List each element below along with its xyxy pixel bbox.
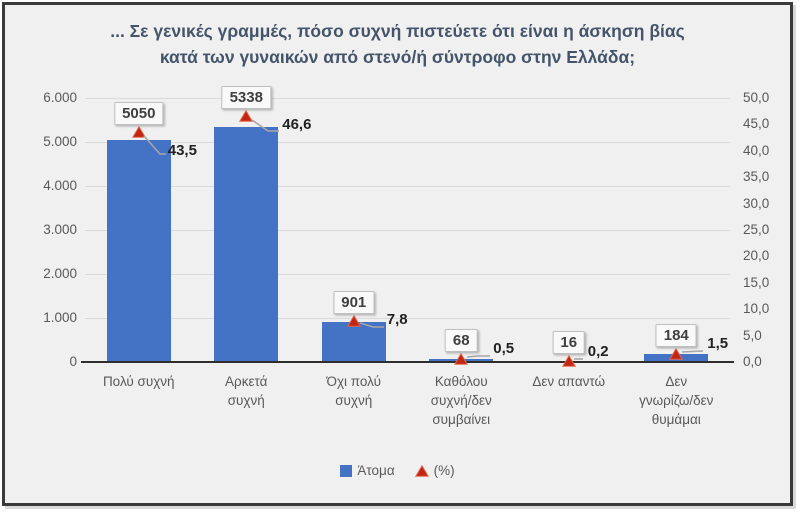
gridline bbox=[85, 230, 730, 231]
pct-marker-icon bbox=[346, 314, 361, 327]
chart-title-line1: ... Σε γενικές γραμμές, πόσο συχνή πιστε… bbox=[110, 21, 685, 41]
pct-value-label: 1,5 bbox=[707, 335, 729, 353]
category-label: Αρκετά συχνή bbox=[225, 374, 268, 408]
triangle-marker-icon bbox=[414, 464, 429, 477]
bar-value-label: 16 bbox=[552, 330, 586, 354]
legend-item-atoma: Άτομα bbox=[340, 463, 395, 478]
legend-label-atoma: Άτομα bbox=[357, 463, 395, 478]
bar-value-label: 5050 bbox=[114, 102, 164, 126]
pct-axis-tick-label: 45,0 bbox=[743, 116, 770, 132]
legend: Άτομα (%) bbox=[5, 463, 790, 478]
gridline bbox=[85, 274, 730, 275]
pct-axis-tick-label: 30,0 bbox=[743, 195, 770, 211]
bar-value-label: 901 bbox=[333, 290, 375, 314]
pct-value-label: 0,5 bbox=[493, 340, 515, 358]
bar bbox=[321, 322, 386, 362]
pct-value-label: 43,5 bbox=[167, 142, 197, 160]
pct-marker-icon bbox=[561, 354, 576, 367]
category-label: Καθόλου συχνή/δεν συμβαίνει bbox=[430, 374, 492, 427]
y-axis-tick-label: 3.000 bbox=[43, 222, 77, 237]
y-axis-tick-label: 0 bbox=[69, 354, 77, 369]
pct-axis-tick-label: 50,0 bbox=[743, 90, 770, 105]
legend-label-percent: (%) bbox=[433, 463, 455, 478]
bar-value-label: 184 bbox=[655, 323, 697, 347]
gridline bbox=[85, 318, 730, 319]
leader-line bbox=[466, 355, 490, 358]
gridline bbox=[85, 98, 730, 99]
pct-axis-tick-label: 0,0 bbox=[743, 354, 762, 369]
bar-series-swatch-icon bbox=[340, 464, 353, 477]
pct-axis-tick-label: 25,0 bbox=[743, 222, 770, 237]
pct-axis-tick-label: 40,0 bbox=[743, 142, 770, 158]
gridline bbox=[85, 142, 730, 143]
y-axis-tick-label: 5.000 bbox=[43, 134, 77, 149]
legend-item-percent: (%) bbox=[414, 463, 455, 478]
leader-line bbox=[681, 350, 704, 353]
category-label: Δεν γνωρίζω/δεν θυμάμαι bbox=[639, 374, 714, 427]
pct-value-label: 7,8 bbox=[386, 310, 408, 328]
pct-marker-icon bbox=[669, 348, 684, 360]
gridline bbox=[85, 186, 730, 187]
y-axis-tick-label: 6.000 bbox=[43, 90, 77, 105]
y-axis-tick-label: 4.000 bbox=[43, 178, 77, 193]
pct-marker-icon bbox=[239, 109, 254, 122]
y-axis-tick-label: 1.000 bbox=[43, 310, 77, 325]
x-axis-baseline bbox=[81, 361, 734, 363]
category-label: Πολύ συχνή bbox=[102, 374, 175, 389]
pct-marker-icon bbox=[454, 353, 469, 366]
chart-title: ... Σε γενικές γραμμές, πόσο συχνή πιστε… bbox=[5, 18, 790, 70]
chart-frame: ... Σε γενικές γραμμές, πόσο συχνή πιστε… bbox=[2, 2, 793, 506]
category-label: Δεν απαντώ bbox=[532, 374, 606, 389]
pct-axis-tick-label: 35,0 bbox=[743, 169, 770, 185]
bar-value-label: 5338 bbox=[221, 85, 271, 109]
bar bbox=[106, 139, 171, 362]
pct-value-label: 0,2 bbox=[587, 342, 609, 360]
pct-axis-tick-label: 20,0 bbox=[743, 248, 770, 264]
pct-value-label: 46,6 bbox=[282, 115, 312, 133]
pct-axis-tick-label: 5,0 bbox=[743, 327, 762, 343]
bar bbox=[214, 127, 279, 362]
chart-title-line2: κατά των γυναικών από στενό/ή σύντροφο σ… bbox=[159, 47, 636, 67]
y-axis-tick-label: 2.000 bbox=[43, 266, 77, 281]
category-label: Όχι πολύ συχνή bbox=[326, 374, 381, 408]
bar-value-label: 68 bbox=[444, 329, 478, 352]
pct-axis-tick-label: 15,0 bbox=[743, 274, 770, 290]
pct-marker-icon bbox=[131, 126, 146, 139]
pct-axis-tick-label: 10,0 bbox=[743, 301, 770, 317]
